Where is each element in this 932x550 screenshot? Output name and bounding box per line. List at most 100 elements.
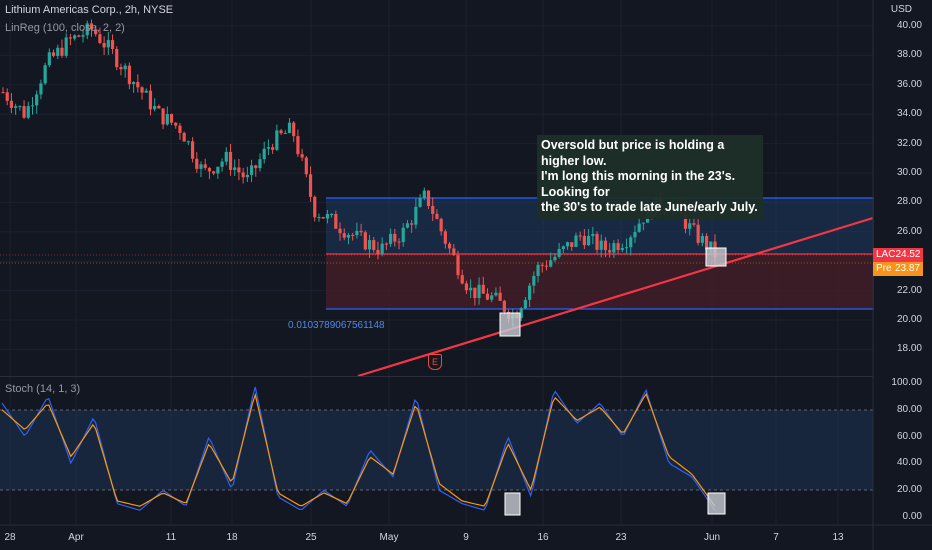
candle-body	[148, 90, 153, 110]
candle-body	[77, 35, 81, 37]
candle-body	[426, 190, 431, 206]
price-axis-label: 36.00	[896, 78, 922, 90]
time-axis-label: 18	[226, 532, 238, 543]
candle-body	[30, 105, 35, 107]
candle-body	[553, 256, 557, 261]
candle-body	[233, 167, 237, 170]
candlestick-series	[1, 19, 717, 327]
candle-body	[207, 167, 212, 172]
annotation-line-3: the 30's to trade late June/early July.	[541, 200, 758, 214]
candle-body	[136, 82, 140, 88]
candle-body	[258, 159, 262, 169]
candle-body	[132, 82, 136, 85]
candle-body	[422, 190, 426, 198]
time-axis-label: 13	[832, 532, 844, 543]
time-axis-label: 25	[305, 532, 317, 543]
candle-body	[216, 166, 220, 174]
price-axis-label: 26.00	[896, 225, 922, 237]
candle-body	[18, 106, 22, 108]
price-axis-label: 38.00	[896, 49, 922, 61]
candle-body	[254, 165, 258, 169]
currency-label: USD	[890, 4, 912, 15]
candle-body	[570, 242, 574, 247]
candle-body	[405, 223, 410, 228]
trendline[interactable]	[357, 216, 874, 378]
candle-body	[110, 40, 115, 50]
price-axis-label: 22.00	[896, 284, 922, 296]
stoch-axis-label: 40.00	[896, 457, 922, 469]
candle-body	[557, 248, 561, 257]
candle-body	[469, 287, 473, 291]
candle-body	[380, 243, 384, 254]
candle-body	[359, 230, 363, 233]
linreg-indicator-label[interactable]: LinReg (100, close, 2, 2)	[5, 22, 125, 34]
candle-body	[161, 108, 165, 125]
stoch-axis-label: 0.00	[902, 511, 922, 522]
candle-body	[561, 246, 565, 249]
candle-body	[393, 233, 397, 242]
candle-body	[43, 65, 47, 84]
candle-body	[115, 49, 119, 68]
pane-separator[interactable]	[0, 376, 873, 377]
candle-body	[157, 105, 161, 109]
candle-body	[94, 29, 98, 35]
last-price-tag: LAC 24.52	[873, 248, 923, 262]
candle-body	[287, 122, 292, 134]
stoch-marker-2[interactable]	[707, 492, 726, 515]
candle-body	[22, 106, 26, 118]
price-axis-label: 40.00	[896, 20, 922, 31]
candle-body	[460, 275, 464, 284]
stoch-marker-1[interactable]	[504, 492, 521, 516]
candle-body	[410, 223, 414, 225]
candle-body	[414, 206, 418, 225]
premarket-value: 23.87	[894, 263, 920, 274]
premarket-ticker: Pre	[876, 263, 892, 274]
candle-body	[106, 40, 110, 48]
candle-body	[502, 300, 506, 312]
candle-body	[704, 235, 709, 250]
candle-body	[266, 147, 271, 149]
candle-body	[490, 295, 494, 300]
candle-body	[296, 136, 300, 155]
candle-body	[608, 250, 612, 253]
stoch-axis-label: 60.00	[896, 430, 922, 442]
candle-body	[313, 196, 317, 218]
candle-body	[165, 114, 169, 125]
candle-body	[498, 292, 502, 301]
candle-body	[174, 122, 178, 126]
candle-body	[616, 243, 620, 251]
candle-body	[317, 217, 321, 219]
candle-body	[279, 130, 283, 134]
candle-body	[153, 105, 157, 110]
current-low-marker[interactable]	[705, 247, 727, 267]
annotation-note[interactable]: Oversold but price is holding a higher l…	[537, 135, 763, 219]
price-axis-label: 32.00	[896, 137, 922, 149]
candle-body	[60, 47, 64, 56]
candle-body	[14, 106, 18, 108]
candle-body	[523, 299, 528, 309]
premarket-price-tag: Pre 23.87	[873, 262, 923, 276]
stoch-axis-label: 100.00	[891, 377, 922, 388]
candle-body	[300, 154, 304, 158]
candle-body	[587, 235, 591, 246]
candle-body	[641, 222, 645, 224]
candle-body	[447, 243, 452, 249]
higher-low-marker[interactable]	[499, 312, 521, 337]
candle-body	[35, 94, 39, 106]
stoch-indicator-label[interactable]: Stoch (14, 1, 3)	[5, 383, 81, 395]
candle-body	[591, 234, 595, 236]
earnings-icon[interactable]: E	[428, 354, 442, 370]
candle-body	[330, 213, 334, 215]
candle-body	[494, 292, 498, 296]
candle-body	[456, 255, 460, 276]
candle-body	[633, 231, 637, 238]
candle-body	[123, 65, 127, 70]
candle-body	[321, 217, 325, 219]
candle-body	[47, 52, 51, 66]
candle-body	[182, 132, 186, 142]
candle-body	[51, 52, 56, 56]
candle-body	[452, 248, 456, 256]
symbol-title[interactable]: Lithium Americas Corp., 2h, NYSE	[5, 4, 174, 16]
candle-body	[228, 151, 233, 170]
